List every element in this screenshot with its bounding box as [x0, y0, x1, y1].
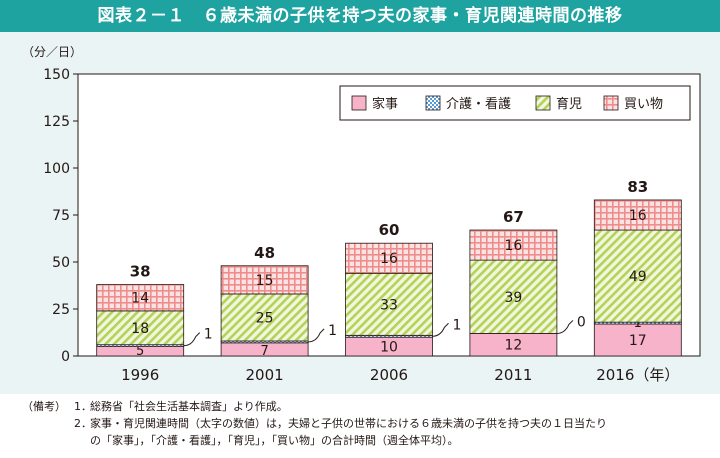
callout-line — [308, 328, 325, 343]
y-tick-label: 25 — [52, 302, 70, 318]
bar-value-label: 15 — [256, 273, 274, 289]
y-tick-label: 150 — [43, 67, 70, 83]
bar-total-label: 67 — [503, 208, 524, 226]
note-2: 2．家事・育児関連時間（太字の数値）は，夫婦と子供の世帯における６歳未満の子供を… — [22, 415, 712, 432]
legend-swatch — [425, 95, 441, 111]
bar-segment — [345, 272, 433, 336]
bar-value-label: 1 — [328, 323, 337, 339]
y-tick-label: 125 — [43, 114, 70, 130]
y-axis-unit-label: （分／日） — [22, 45, 82, 59]
bar-segment — [96, 284, 185, 312]
bar-segment — [469, 229, 558, 261]
y-tick-label: 50 — [52, 255, 70, 271]
legend-box — [339, 85, 691, 121]
legend-label: 買い物 — [624, 97, 663, 112]
x-tick-label: 2016（年） — [596, 366, 679, 384]
bar-value-label: 5 — [136, 344, 144, 359]
bar-value-label: 39 — [504, 290, 522, 306]
bar-segment — [593, 323, 682, 357]
callout-line — [432, 322, 449, 337]
bar-value-label: 17 — [629, 333, 647, 349]
legend-label: 介護・看護 — [446, 96, 511, 112]
legend-swatch — [603, 95, 619, 111]
chart-title: 図表２－１ ６歳未満の子供を持つ夫の家事・育児関連時間の推移 — [97, 6, 623, 26]
bar-value-label: 7 — [260, 344, 268, 359]
y-tick-label: 0 — [61, 349, 70, 365]
legend-swatch — [535, 95, 551, 111]
title-bar — [0, 0, 720, 32]
x-tick-label: 2006 — [370, 366, 408, 384]
legend-swatch — [351, 95, 367, 111]
bar-segment — [220, 265, 309, 295]
note-1-text: 総務省「社会生活基本調査」より作成。 — [90, 400, 288, 413]
bar-value-label: 12 — [504, 338, 522, 354]
note-1-number: 1． — [74, 400, 92, 413]
bar-value-label: 33 — [380, 297, 398, 313]
callout-line — [183, 332, 201, 347]
bar-segment — [96, 310, 185, 346]
bar-value-label: 16 — [380, 251, 398, 267]
bar-value-label: 0 — [577, 314, 586, 330]
x-tick-label: 1996 — [121, 366, 159, 384]
bar-segment — [345, 242, 433, 274]
note-1: （備考） 1．総務省「社会生活基本調査」より作成。 — [22, 398, 712, 415]
bar-total-label: 60 — [379, 221, 400, 239]
bar-value-label: 1 — [453, 317, 462, 333]
bar-value-label: 1 — [204, 327, 213, 343]
bar-segment — [469, 259, 558, 334]
legend-label: 家事 — [372, 96, 398, 112]
bar-total-label: 38 — [130, 263, 151, 281]
y-tick-label: 100 — [43, 161, 70, 177]
bar-segment — [593, 229, 682, 323]
bar-value-label: 18 — [131, 321, 149, 337]
bar-value-label: 16 — [504, 238, 522, 254]
bar-value-label: 10 — [380, 340, 398, 356]
note-2-text: 家事・育児関連時間（太字の数値）は，夫婦と子供の世帯における６歳未満の子供を持つ… — [90, 417, 607, 430]
bar-total-label: 83 — [627, 178, 648, 196]
bar-value-label: 49 — [629, 269, 647, 285]
bar-segment — [220, 293, 309, 342]
bar-total-label: 48 — [254, 244, 275, 262]
x-tick-label: 2011 — [494, 366, 532, 384]
note-2-number: 2． — [74, 417, 92, 430]
bar-value-label: 25 — [256, 310, 274, 326]
bar-value-label: 1 — [634, 316, 642, 331]
bar-segment — [593, 199, 682, 231]
bar-value-label: 14 — [131, 291, 149, 307]
legend-label: 育児 — [556, 96, 582, 112]
y-tick-label: 75 — [52, 208, 70, 224]
notes: （備考） 1．総務省「社会生活基本調査」より作成。 2．家事・育児関連時間（太字の… — [22, 398, 712, 449]
notes-label: （備考） — [22, 400, 66, 413]
bar-value-label: 16 — [629, 208, 647, 224]
x-tick-label: 2001 — [246, 366, 284, 384]
callout-line — [556, 320, 574, 334]
note-2-continuation: の「家事」，「介護・看護」，「育児」，「買い物」の合計時間（週全体平均）。 — [90, 434, 459, 447]
